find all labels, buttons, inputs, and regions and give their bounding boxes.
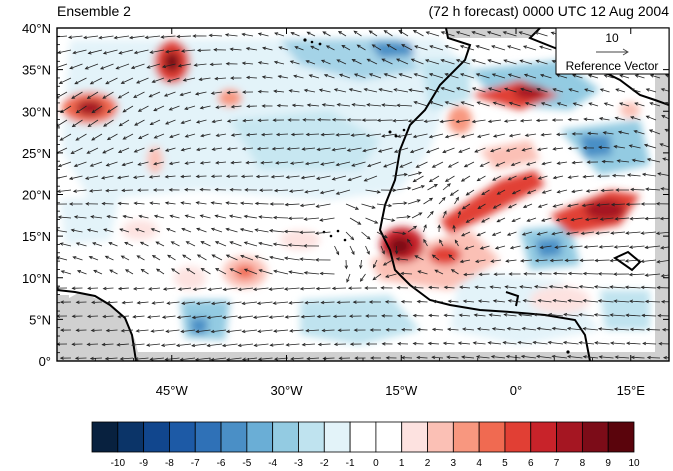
colorbar-swatch: [143, 421, 170, 453]
lat-tick-label: 10°N: [22, 271, 51, 286]
colorbar: -10 -9 -8 -7 -6 -5 -4 -3 -2 -1 0 1 2 3 4 5 6 7 8 9 10: [91, 421, 640, 469]
longitude-axis: 45°W 30°W 15°W 0° 15°E: [94, 28, 670, 398]
reference-vector-value: 10: [605, 31, 619, 45]
colorbar-label: -9: [139, 458, 148, 469]
colorbar-label: 5: [502, 458, 508, 469]
lat-tick-label: 30°N: [22, 104, 51, 119]
colorbar-label: -6: [217, 458, 226, 469]
colorbar-swatch: [298, 421, 325, 453]
lat-tick-label: 15°N: [22, 229, 51, 244]
lon-tick-label: 15°E: [617, 383, 646, 398]
colorbar-label: 2: [425, 458, 431, 469]
colorbar-swatch: [220, 421, 248, 453]
islands: [303, 38, 570, 354]
colorbar-swatch: [375, 421, 403, 453]
colorbar-label: -3: [294, 458, 303, 469]
lat-tick-label: 40°N: [22, 21, 51, 36]
colorbar-swatch: [581, 421, 609, 453]
colorbar-swatch: [478, 421, 506, 453]
colorbar-swatch: [556, 421, 583, 453]
colorbar-label: -7: [191, 458, 200, 469]
colorbar-swatch: [349, 421, 377, 453]
lat-tick-label: 35°N: [22, 63, 51, 78]
reference-vector-box: 10 Reference Vector: [555, 27, 670, 75]
colorbar-swatch: [504, 421, 532, 453]
colorbar-label: -5: [242, 458, 251, 469]
lon-tick-label: 30°W: [271, 383, 304, 398]
colorbar-label: -2: [320, 458, 329, 469]
colorbar-swatch: [91, 421, 119, 453]
latitude-axis: 40°N 35°N 30°N 25°N 20°N 15°N 10°N 5°N 0°: [22, 21, 669, 369]
colorbar-label: 1: [399, 458, 405, 469]
lat-tick-label: 0°: [39, 354, 51, 369]
colorbar-swatch: [530, 421, 557, 453]
colorbar-label: 6: [528, 458, 534, 469]
colorbar-label: 9: [605, 458, 611, 469]
colorbar-swatch: [427, 421, 454, 453]
colorbar-swatch: [401, 421, 428, 453]
reference-vector-label: Reference Vector: [566, 59, 659, 73]
colorbar-label: 8: [580, 458, 586, 469]
colorbar-swatch: [452, 421, 480, 453]
colorbar-label: -10: [111, 458, 126, 469]
map-panel: [57, 28, 669, 361]
colorbar-label: 4: [476, 458, 482, 469]
colorbar-swatch: [117, 421, 145, 453]
colorbar-label: 3: [451, 458, 457, 469]
colorbar-swatch: [607, 421, 635, 453]
right-title: (72 h forecast) 0000 UTC 12 Aug 2004: [429, 3, 670, 19]
colorbar-label: 10: [628, 458, 640, 469]
colorbar-label: -1: [346, 458, 355, 469]
colorbar-label: 0: [373, 458, 379, 469]
lat-tick-label: 5°N: [29, 312, 51, 327]
lon-tick-label: 45°W: [156, 383, 189, 398]
lat-tick-label: 20°N: [22, 188, 51, 203]
wind-vectors: [57, 29, 669, 361]
colorbar-label: -8: [165, 458, 174, 469]
reference-arrow-icon: [596, 48, 629, 56]
lat-tick-label: 25°N: [22, 146, 51, 161]
colorbar-swatch: [272, 421, 299, 453]
colorbar-label: -4: [268, 458, 277, 469]
colorbar-swatch: [194, 421, 222, 453]
colorbar-swatch: [169, 421, 196, 453]
lon-tick-label: 15°W: [385, 383, 418, 398]
colorbar-swatch: [323, 421, 351, 453]
colorbar-swatch: [246, 421, 274, 453]
lon-tick-label: 0°: [510, 383, 522, 398]
left-title: Ensemble 2: [57, 3, 131, 19]
colorbar-label: 7: [554, 458, 560, 469]
